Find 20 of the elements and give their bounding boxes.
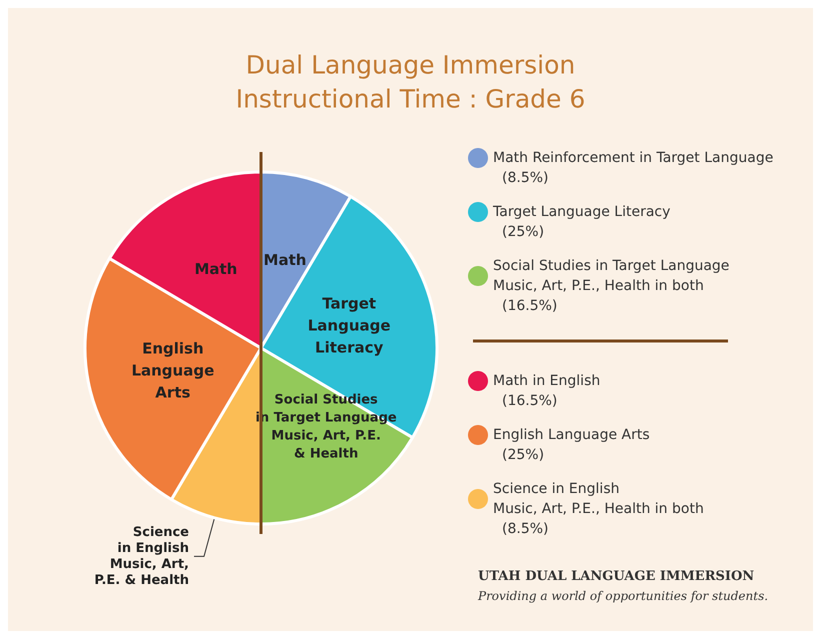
slice-label: Target Language Literacy (308, 294, 391, 356)
slice-label: English Language Arts (131, 340, 214, 402)
data-label: (8.5%) (502, 521, 548, 537)
chart-title: Dual Language Immersion Instructional Time : Grade 6 (236, 50, 586, 114)
legend-label: Math in English (493, 373, 600, 389)
text: Science in English Music, Art, P.E. & Health (94, 524, 190, 588)
data-label: (16.5%) (502, 393, 558, 409)
legend-label: Social Studies in Target Language Music, Art, P.E., Health in both (493, 258, 730, 294)
data-label: (8.5%) (502, 170, 548, 186)
text: Math (264, 251, 306, 270)
data-label: (25%) (502, 224, 544, 240)
legend-label: Target Language Literacy (492, 204, 670, 220)
data-label: (25%) (502, 447, 544, 463)
legend-label: Math Reinforcement in Target Language (493, 150, 774, 166)
text: UTAH DUAL LANGUAGE IMMERSION (478, 569, 754, 584)
data-label: (16.5%) (502, 298, 558, 314)
text: Math (194, 260, 238, 278)
text: Providing a world of opportunities for students. (477, 589, 768, 603)
legend-label: Science in English Music, Art, P.E., Health in both (493, 481, 704, 517)
legend-label: English Language Arts (493, 427, 650, 443)
